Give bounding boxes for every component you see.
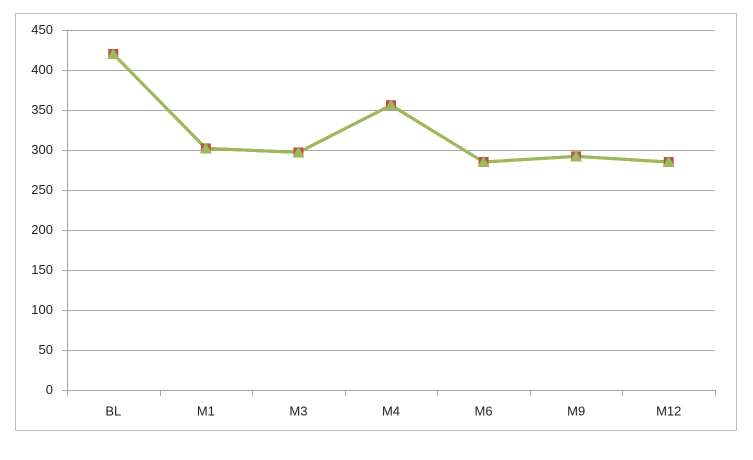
x-tick-label: M1: [197, 403, 215, 418]
x-tick-label: M9: [567, 403, 585, 418]
marker: [570, 150, 583, 162]
y-tick-label: 100: [31, 302, 53, 317]
marker: [385, 99, 397, 111]
y-tick-label: 0: [46, 382, 53, 397]
marker: [292, 146, 305, 158]
marker: [199, 142, 212, 154]
marker: [477, 156, 490, 167]
y-tick-label: 250: [31, 182, 53, 197]
chart-frame: [15, 13, 737, 431]
y-tick-label: 450: [31, 22, 53, 37]
y-tick-label: 50: [39, 342, 53, 357]
y-tick-label: 350: [31, 102, 53, 117]
x-tick-label: BL: [105, 403, 121, 418]
marker: [107, 48, 120, 59]
y-tick-label: 200: [31, 222, 53, 237]
y-tick-label: 150: [31, 262, 53, 277]
x-tick-label: M12: [656, 403, 681, 418]
y-tick-label: 300: [31, 142, 53, 157]
y-tick-label: 400: [31, 62, 53, 77]
x-tick-label: M6: [475, 403, 493, 418]
marker: [662, 156, 675, 167]
x-tick-label: M3: [289, 403, 307, 418]
x-tick-label: M4: [382, 403, 400, 418]
